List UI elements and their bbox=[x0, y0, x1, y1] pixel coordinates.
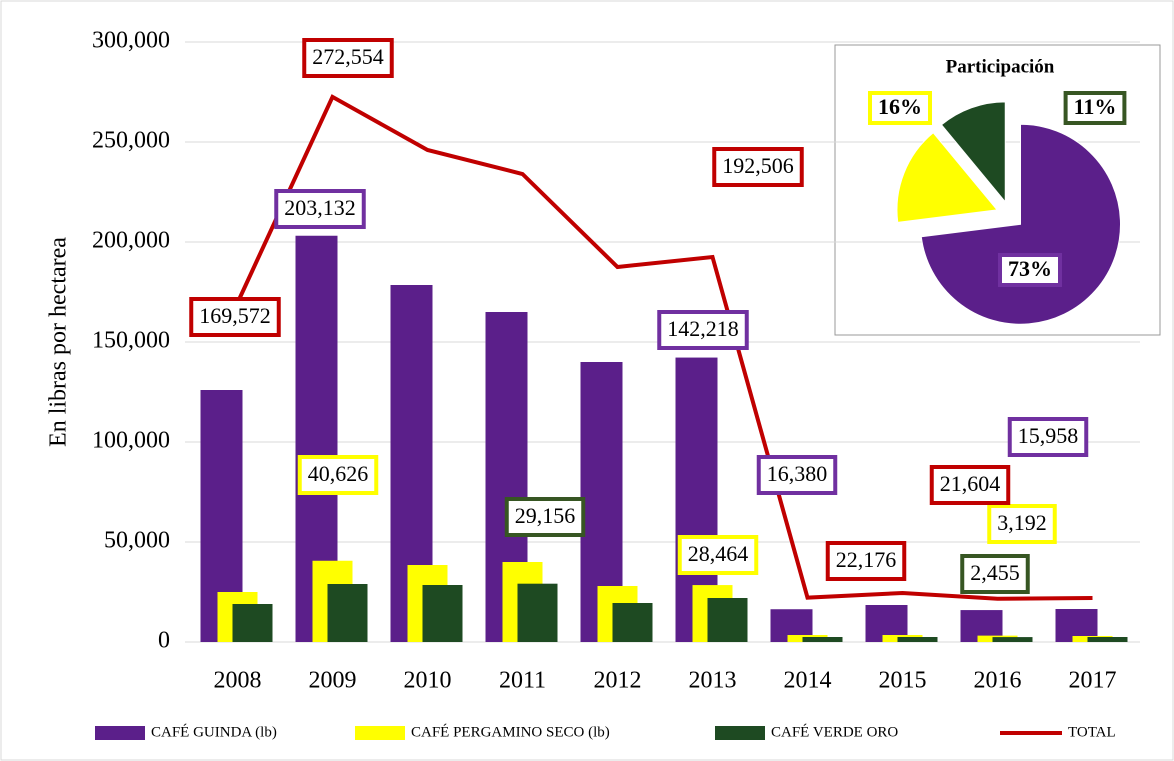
x-tick-label: 2011 bbox=[499, 668, 546, 694]
data-label: 28,464 bbox=[688, 541, 749, 566]
data-label: 73% bbox=[1008, 256, 1052, 281]
y-tick-label: 250,000 bbox=[92, 128, 170, 154]
data-label-box bbox=[929, 465, 1011, 505]
legend-label: TOTAL bbox=[1068, 724, 1116, 740]
y-tick-label: 150,000 bbox=[92, 328, 170, 354]
data-label-box bbox=[868, 91, 932, 125]
y-tick-label: 200,000 bbox=[92, 228, 170, 254]
data-label: 142,218 bbox=[667, 316, 739, 341]
data-label-box bbox=[189, 297, 281, 337]
legend-swatch bbox=[95, 726, 145, 740]
pie-slice bbox=[920, 123, 1121, 325]
x-tick-label: 2016 bbox=[974, 668, 1022, 694]
bar bbox=[707, 598, 748, 642]
x-tick-label: 2010 bbox=[404, 668, 452, 694]
legend-label: CAFÉ GUINDA (lb) bbox=[151, 723, 277, 740]
data-label: 203,132 bbox=[284, 195, 356, 220]
x-tick-label: 2009 bbox=[309, 668, 357, 694]
bar bbox=[327, 584, 368, 642]
pie-title: Participación bbox=[946, 56, 1055, 77]
bar bbox=[802, 637, 843, 642]
bar bbox=[897, 637, 938, 642]
data-label-box bbox=[504, 497, 586, 537]
data-label: 272,554 bbox=[312, 44, 384, 69]
y-tick-label: 100,000 bbox=[92, 428, 170, 454]
data-label: 21,604 bbox=[940, 471, 1001, 496]
data-label-box bbox=[677, 535, 759, 575]
x-tick-label: 2014 bbox=[784, 668, 832, 694]
pie-slice bbox=[896, 132, 998, 223]
data-label: 16,380 bbox=[767, 461, 828, 486]
x-tick-label: 2008 bbox=[214, 668, 262, 694]
data-label-box bbox=[960, 554, 1030, 594]
bar bbox=[992, 637, 1033, 642]
data-label-box bbox=[998, 253, 1062, 287]
data-label-box bbox=[1007, 417, 1089, 457]
data-label-box bbox=[274, 189, 366, 229]
data-label-box bbox=[756, 455, 838, 495]
y-axis-label: En libras por hectarea bbox=[46, 237, 72, 447]
legend-label: CAFÉ VERDE ORO bbox=[771, 723, 898, 740]
bar bbox=[232, 604, 273, 642]
pie-slice bbox=[940, 101, 1006, 204]
legend-label: CAFÉ PERGAMINO SECO (lb) bbox=[411, 723, 610, 740]
data-label-box bbox=[657, 310, 749, 350]
data-label: 29,156 bbox=[515, 503, 576, 528]
bar bbox=[517, 583, 558, 642]
data-label-box bbox=[302, 38, 394, 78]
y-tick-label: 0 bbox=[158, 628, 170, 654]
data-label: 16% bbox=[878, 94, 922, 119]
bar bbox=[612, 603, 653, 642]
x-tick-label: 2012 bbox=[594, 668, 642, 694]
x-tick-label: 2017 bbox=[1069, 668, 1117, 694]
legend-swatch bbox=[715, 726, 765, 740]
data-label: 11% bbox=[1074, 94, 1117, 119]
data-label-box bbox=[987, 504, 1057, 544]
data-label: 3,192 bbox=[997, 510, 1047, 535]
data-label-box bbox=[297, 455, 379, 495]
data-label: 169,572 bbox=[199, 303, 271, 328]
y-tick-label: 300,000 bbox=[92, 28, 170, 54]
bar bbox=[1087, 637, 1128, 642]
legend-swatch bbox=[355, 726, 405, 740]
data-label-box bbox=[1063, 91, 1127, 125]
x-tick-label: 2013 bbox=[689, 668, 737, 694]
data-label: 192,506 bbox=[722, 153, 794, 178]
y-tick-label: 50,000 bbox=[104, 528, 170, 554]
x-tick-label: 2015 bbox=[879, 668, 927, 694]
data-label-box bbox=[825, 541, 907, 581]
data-label: 40,626 bbox=[308, 461, 369, 486]
line bbox=[235, 94, 1093, 601]
data-label: 22,176 bbox=[836, 547, 897, 572]
bar bbox=[422, 585, 463, 642]
data-label: 2,455 bbox=[970, 560, 1020, 585]
data-label: 15,958 bbox=[1018, 423, 1079, 448]
data-label-box bbox=[712, 147, 804, 187]
